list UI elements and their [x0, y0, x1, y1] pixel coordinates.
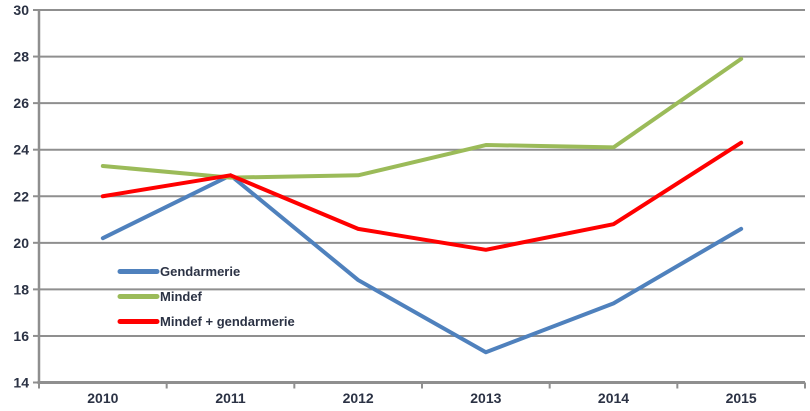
series-line-gendarmerie — [100, 173, 744, 355]
y-axis-label: 30 — [13, 2, 29, 18]
y-axis-label: 24 — [13, 142, 29, 158]
x-axis-label: 2015 — [726, 390, 757, 406]
y-axis-label: 18 — [13, 281, 29, 297]
legend-label-mindef: Mindef — [160, 289, 203, 304]
y-axis-label: 28 — [13, 49, 29, 65]
y-axis-label: 16 — [13, 328, 29, 344]
series-line-mindef-gendarmerie — [100, 140, 744, 252]
x-axis-label: 2013 — [470, 390, 501, 406]
y-axis-label: 26 — [13, 95, 29, 111]
legend-label-mindef-gendarmerie: Mindef + gendarmerie — [160, 314, 295, 329]
x-axis-label: 2010 — [87, 390, 118, 406]
y-axis-label: 14 — [13, 375, 29, 391]
x-axis-label: 2012 — [343, 390, 374, 406]
x-axis-label: 2011 — [215, 390, 246, 406]
y-axis-label: 22 — [13, 188, 29, 204]
legend-label-gendarmerie: Gendarmerie — [160, 264, 240, 279]
series-line-mindef — [100, 56, 744, 180]
x-axis-label: 2014 — [598, 390, 629, 406]
y-axis-label: 20 — [13, 235, 29, 251]
